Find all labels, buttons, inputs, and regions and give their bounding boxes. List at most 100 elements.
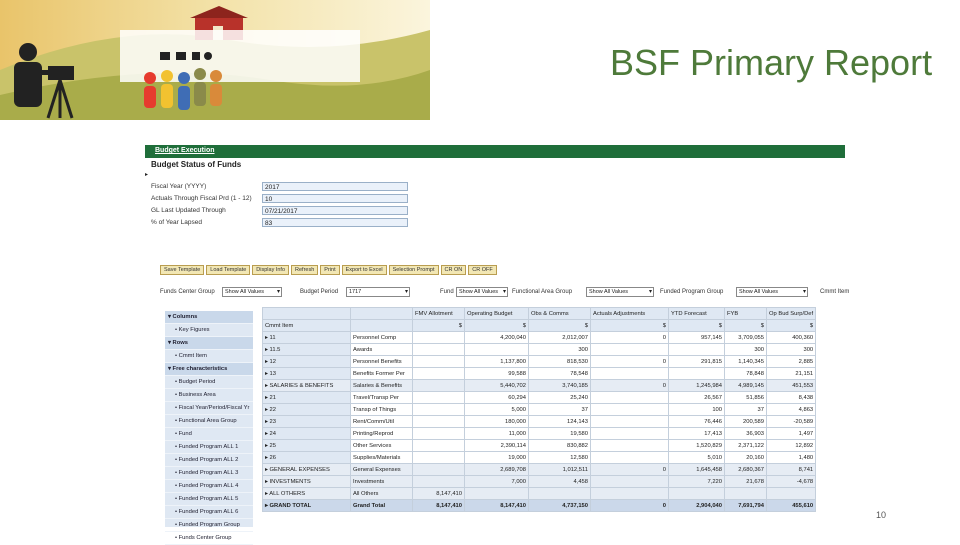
nav-item[interactable]: ▾ Rows bbox=[165, 337, 253, 350]
nav-item[interactable]: • Funded Program ALL 5 bbox=[165, 493, 253, 506]
row-code-cell[interactable]: ▸ 13 bbox=[262, 367, 351, 380]
expand-triangle-icon[interactable]: ▸ bbox=[265, 346, 270, 353]
expand-triangle-icon[interactable]: ▸ bbox=[265, 358, 270, 365]
expand-arrow-icon[interactable]: ▸ bbox=[145, 172, 149, 178]
nav-item[interactable]: • Business Area bbox=[165, 389, 253, 402]
expand-triangle-icon[interactable]: ▸ bbox=[265, 442, 270, 449]
bullet-icon: • bbox=[175, 535, 179, 541]
column-header[interactable]: Op Bud Surp/Def bbox=[765, 307, 817, 320]
filter-select[interactable]: Show All Values bbox=[456, 287, 508, 297]
expand-triangle-icon[interactable]: ▸ bbox=[265, 406, 270, 413]
value-cell: 8,147,410 bbox=[464, 499, 529, 512]
value-cell: 76,446 bbox=[668, 415, 725, 428]
nav-item[interactable]: • Key Figures bbox=[165, 324, 253, 337]
value-cell: 830,882 bbox=[528, 439, 591, 452]
value-cell bbox=[590, 403, 669, 416]
row-code-cell[interactable]: ▸ 11 bbox=[262, 331, 351, 344]
row-code-cell[interactable]: ▸ 26 bbox=[262, 451, 351, 464]
value-cell bbox=[590, 487, 669, 500]
value-cell: 8,438 bbox=[765, 391, 817, 404]
toolbar-button[interactable]: Save Template bbox=[160, 265, 205, 275]
expand-icon[interactable]: ▸ bbox=[265, 466, 270, 473]
nav-item[interactable]: • Fund bbox=[165, 428, 253, 441]
row-code-cell[interactable]: ▸ GRAND TOTAL bbox=[262, 499, 351, 512]
nav-item[interactable]: • Fiscal Year/Period/Fiscal Yr bbox=[165, 402, 253, 415]
nav-item[interactable]: • Funds Center Group bbox=[165, 532, 253, 545]
nav-item-label: Fiscal Year/Period/Fiscal Yr bbox=[178, 405, 250, 411]
nav-item[interactable]: • Funded Program ALL 3 bbox=[165, 467, 253, 480]
value-cell: 4,989,145 bbox=[724, 379, 767, 392]
value-cell: 21,678 bbox=[724, 475, 767, 488]
row-code-cell[interactable]: ▸ INVESTMENTS bbox=[262, 475, 351, 488]
nav-item[interactable]: • Functional Area Group bbox=[165, 415, 253, 428]
expand-triangle-icon[interactable]: ▸ bbox=[265, 430, 270, 437]
row-code-cell[interactable]: ▸ ALL OTHERS bbox=[262, 487, 351, 500]
expand-triangle-icon[interactable]: ▸ bbox=[265, 418, 270, 425]
toolbar-button[interactable]: Display Info bbox=[252, 265, 290, 275]
filter-select[interactable]: 1717 bbox=[346, 287, 410, 297]
nav-item-label: Columns bbox=[172, 314, 198, 320]
value-cell: 1,645,458 bbox=[668, 463, 725, 476]
toolbar-button[interactable]: Load Template bbox=[206, 265, 251, 275]
expand-icon[interactable]: ▸ bbox=[265, 490, 270, 497]
nav-item-label: Funded Program ALL 2 bbox=[178, 457, 239, 463]
nav-item[interactable]: • Funded Program ALL 1 bbox=[165, 441, 253, 454]
value-cell bbox=[412, 415, 465, 428]
toolbar-button[interactable]: Selection Prompt bbox=[388, 265, 439, 275]
column-header[interactable]: FYB bbox=[724, 307, 767, 320]
row-code: INVESTMENTS bbox=[269, 478, 311, 485]
expand-triangle-icon[interactable]: ▸ bbox=[265, 454, 270, 461]
toolbar-button[interactable]: Export to Excel bbox=[341, 265, 387, 275]
column-header[interactable]: YTD Forecast bbox=[668, 307, 725, 320]
nav-item[interactable]: ▾ Free characteristics bbox=[165, 363, 253, 376]
corner-label[interactable]: Cmmt Item bbox=[262, 319, 351, 332]
nav-item[interactable]: • Budget Period bbox=[165, 376, 253, 389]
filter-label: Functional Area Group bbox=[512, 289, 573, 295]
row-code-cell[interactable]: ▸ 21 bbox=[262, 391, 351, 404]
expand-triangle-icon[interactable]: ▸ bbox=[265, 334, 270, 341]
row-code: 23 bbox=[269, 418, 276, 425]
column-header[interactable]: Obs & Comms bbox=[528, 307, 591, 320]
nav-item[interactable]: • Funded Program ALL 2 bbox=[165, 454, 253, 467]
nav-item[interactable]: ▾ Columns bbox=[165, 311, 253, 324]
row-code-cell[interactable]: ▸ 23 bbox=[262, 415, 351, 428]
header-field-value[interactable]: 2017 bbox=[262, 182, 408, 191]
expand-triangle-icon[interactable]: ▸ bbox=[265, 370, 270, 377]
row-description: Benefits Former Per bbox=[350, 367, 413, 380]
row-code-cell[interactable]: ▸ 24 bbox=[262, 427, 351, 440]
toolbar-button[interactable]: CR ON bbox=[440, 265, 467, 275]
expand-icon[interactable]: ▸ bbox=[265, 382, 270, 389]
column-header[interactable]: FMV Allotment bbox=[412, 307, 465, 320]
nav-item[interactable]: • Funded Program ALL 4 bbox=[165, 480, 253, 493]
value-cell: 2,680,367 bbox=[724, 463, 767, 476]
nav-item[interactable]: • Funded Program ALL 6 bbox=[165, 506, 253, 519]
row-code-cell[interactable]: ▸ 22 bbox=[262, 403, 351, 416]
expand-icon[interactable]: ▸ bbox=[265, 478, 270, 485]
nav-item[interactable]: • Cmmt Item bbox=[165, 350, 253, 363]
row-code-cell[interactable]: ▸ 11.5 bbox=[262, 343, 351, 356]
value-cell bbox=[412, 451, 465, 464]
nav-item-label: Functional Area Group bbox=[178, 418, 237, 424]
nav-item-label: Funded Program ALL 1 bbox=[178, 444, 239, 450]
budget-execution-link[interactable]: Budget Execution bbox=[155, 147, 215, 154]
filter-select[interactable]: Show All Values bbox=[736, 287, 808, 297]
row-code-cell[interactable]: ▸ SALARIES & BENEFITS bbox=[262, 379, 351, 392]
header-field-value[interactable]: 10 bbox=[262, 194, 408, 203]
toolbar-button[interactable]: Refresh bbox=[291, 265, 319, 275]
expand-triangle-icon[interactable]: ▸ bbox=[265, 394, 270, 401]
toolbar-button[interactable]: Print bbox=[320, 265, 340, 275]
header-field-value[interactable]: 83 bbox=[262, 218, 408, 227]
value-cell: 1,497 bbox=[765, 427, 817, 440]
row-code-cell[interactable]: ▸ GENERAL EXPENSES bbox=[262, 463, 351, 476]
column-header[interactable]: Actuals Adjustments bbox=[590, 307, 669, 320]
filter-select[interactable]: Show All Values bbox=[222, 287, 282, 297]
toolbar-button[interactable]: CR OFF bbox=[468, 265, 497, 275]
column-header[interactable]: Operating Budget bbox=[464, 307, 529, 320]
row-code-cell[interactable]: ▸ 25 bbox=[262, 439, 351, 452]
value-cell: 3,740,185 bbox=[528, 379, 591, 392]
filter-select[interactable]: Show All Values bbox=[586, 287, 654, 297]
expand-icon[interactable]: ▸ bbox=[265, 502, 270, 509]
header-field-value[interactable]: 07/21/2017 bbox=[262, 206, 408, 215]
nav-item[interactable]: • Funded Program Group bbox=[165, 519, 253, 532]
row-code-cell[interactable]: ▸ 12 bbox=[262, 355, 351, 368]
